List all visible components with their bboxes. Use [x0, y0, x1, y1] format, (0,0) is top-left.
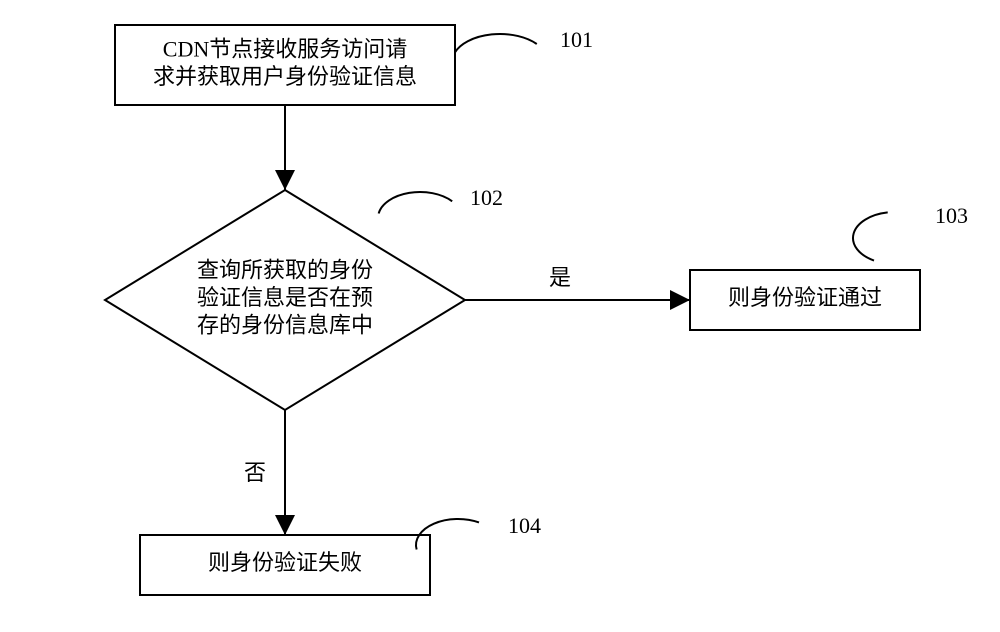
ref-arc: [455, 34, 537, 52]
node-text: 则身份验证失败: [208, 550, 362, 575]
edge-1: 是: [465, 265, 690, 300]
ref-label: 103: [935, 203, 968, 228]
node-n101: CDN节点接收服务访问请求并获取用户身份验证信息 101: [115, 25, 593, 105]
edge-2: 否: [244, 410, 285, 535]
edge-label: 否: [244, 460, 266, 485]
ref-arc: [379, 192, 453, 213]
ref-arc: [853, 212, 888, 260]
ref-label: 104: [508, 513, 541, 538]
node-n103: 则身份验证通过 103: [690, 203, 968, 330]
node-n104: 则身份验证失败 104: [140, 513, 541, 595]
ref-label: 101: [560, 27, 593, 52]
node-n102: 查询所获取的身份验证信息是否在预存的身份信息库中 102: [105, 185, 503, 410]
ref-label: 102: [470, 185, 503, 210]
node-text: 存的身份信息库中: [197, 313, 373, 338]
node-text: CDN节点接收服务访问请: [163, 36, 407, 61]
node-text: 求并获取用户身份验证信息: [153, 64, 417, 89]
node-text: 查询所获取的身份: [197, 258, 373, 283]
node-text: 验证信息是否在预: [197, 285, 373, 310]
flowchart: CDN节点接收服务访问请求并获取用户身份验证信息 101 查询所获取的身份验证信息是…: [0, 0, 1000, 632]
edge-label: 是: [549, 265, 571, 290]
node-text: 则身份验证通过: [728, 285, 882, 310]
